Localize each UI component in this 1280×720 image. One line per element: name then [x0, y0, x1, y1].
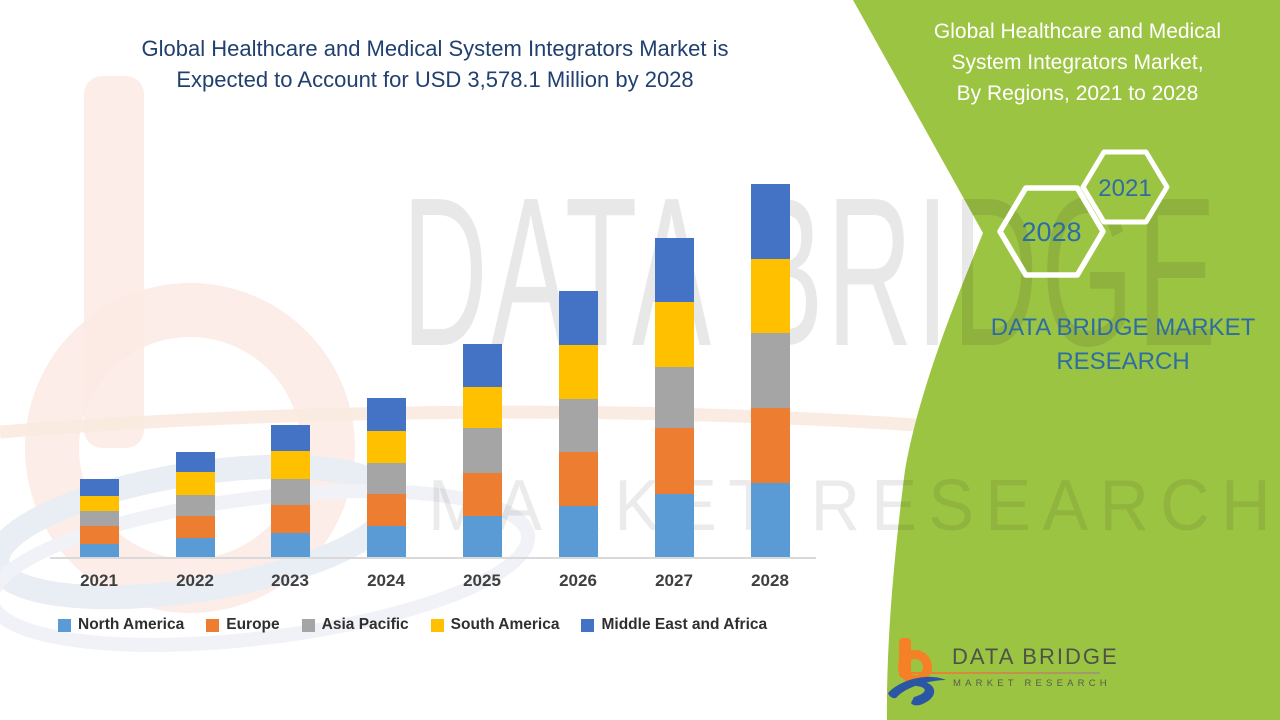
hexagon-2021-label: 2021 — [1098, 175, 1151, 202]
legend-swatch-asia-pacific — [301, 618, 315, 632]
panel-brand-line2: RESEARCH — [1056, 348, 1190, 375]
chart-headline: Global Healthcare and Medical System Int… — [40, 33, 830, 95]
bar-segment-2023-middle-east-and-africa — [270, 424, 310, 451]
data-bridge-logo-icon — [888, 638, 946, 706]
bar-segment-2022-europe — [175, 516, 215, 539]
bar-segment-2027-asia-pacific — [654, 367, 694, 429]
year-hexagons: 2028 2021 — [997, 149, 1170, 278]
x-axis-label-2026: 2026 — [559, 571, 597, 590]
legend-label-europe: Europe — [226, 616, 280, 633]
bar-segment-2025-europe — [462, 472, 502, 516]
panel-brand-line1: DATA BRIDGE MARKET — [990, 314, 1256, 341]
bar-segment-2021-north-america — [79, 544, 119, 558]
bar-segment-2022-south-america — [175, 472, 215, 496]
bar-segment-2027-south-america — [654, 302, 694, 368]
bar-segment-2025-asia-pacific — [462, 427, 502, 474]
x-axis-label-2022: 2022 — [176, 571, 214, 590]
legend-item-europe: Europe — [206, 616, 280, 634]
panel-title-line3: By Regions, 2021 to 2028 — [956, 82, 1199, 105]
legend-swatch-middle-east-and-africa — [581, 618, 595, 632]
bar-segment-2028-europe — [750, 407, 790, 483]
bar-segment-2021-south-america — [79, 496, 119, 512]
bar-segment-2021-asia-pacific — [79, 511, 119, 527]
bar-segment-2028-middle-east-and-africa — [750, 183, 790, 259]
hexagon-2028 — [997, 185, 1106, 278]
legend-swatch-south-america — [430, 618, 444, 632]
legend-item-south-america: South America — [430, 616, 560, 634]
bar-segment-2024-asia-pacific — [366, 463, 406, 495]
bar-segment-2027-europe — [654, 428, 694, 495]
bar-segment-2022-middle-east-and-africa — [175, 452, 215, 473]
bar-segment-2027-north-america — [654, 494, 694, 558]
logo-wordmark: DATA BRIDGE — [952, 644, 1119, 669]
bar-segment-2023-north-america — [270, 532, 310, 558]
bar-segment-2026-middle-east-and-africa — [558, 291, 598, 346]
panel-brand-text: DATA BRIDGE MARKET RESEARCH — [988, 311, 1258, 379]
legend-label-south-america: South America — [450, 616, 560, 633]
bar-segment-2024-north-america — [366, 526, 406, 558]
bar-segment-2028-asia-pacific — [750, 332, 790, 408]
bar-segment-2026-asia-pacific — [558, 398, 598, 453]
chart-legend: North America Europe Asia Pacific South Ame… — [58, 616, 767, 634]
legend-swatch-europe — [206, 618, 220, 632]
legend-label-middle-east-and-africa: Middle East and Africa — [601, 616, 768, 633]
legend-item-middle-east-and-africa: Middle East and Africa — [581, 616, 767, 634]
bar-segment-2021-middle-east-and-africa — [79, 479, 119, 497]
bar-segment-2026-north-america — [558, 505, 598, 558]
x-axis-label-2021: 2021 — [80, 571, 118, 590]
legend-swatch-north-america — [58, 618, 71, 632]
bar-segment-2028-north-america — [750, 483, 790, 558]
x-axis-label-2027: 2027 — [655, 571, 693, 590]
bar-segment-2025-middle-east-and-africa — [462, 344, 502, 387]
logo-tagline: MARKET RESEARCH — [953, 678, 1111, 689]
bar-segment-2024-middle-east-and-africa — [366, 397, 406, 432]
bar-segment-2023-asia-pacific — [270, 479, 310, 506]
bar-segment-2026-south-america — [558, 345, 598, 399]
bar-segment-2025-south-america — [462, 386, 502, 428]
bar-segment-2021-europe — [79, 526, 119, 544]
panel-title-line1: Global Healthcare and Medical — [933, 20, 1222, 43]
bar-segment-2024-south-america — [366, 431, 406, 463]
legend-label-north-america: North America — [78, 616, 185, 633]
chart-headline-line1: Global Healthcare and Medical System Int… — [141, 36, 729, 61]
x-axis-label-2023: 2023 — [271, 571, 309, 590]
x-axis-label-2024: 2024 — [367, 571, 405, 590]
legend-item-north-america: North America — [58, 616, 184, 634]
hexagon-2028-label: 2028 — [1021, 217, 1081, 247]
bar-segment-2023-south-america — [270, 450, 310, 479]
hexagon-2021 — [1080, 149, 1170, 225]
panel-title-line2: System Integrators Market, — [951, 51, 1204, 74]
bar-segment-2026-europe — [558, 452, 598, 506]
bar-segment-2022-north-america — [175, 538, 215, 558]
legend-label-asia-pacific: Asia Pacific — [321, 616, 409, 633]
x-axis-label-2025: 2025 — [463, 571, 501, 590]
bar-segment-2023-europe — [270, 505, 310, 533]
x-axis-line — [50, 557, 816, 559]
bar-segment-2027-middle-east-and-africa — [654, 238, 694, 303]
legend-item-asia-pacific: Asia Pacific — [301, 616, 409, 634]
bar-segment-2024-europe — [366, 494, 406, 527]
bar-segment-2022-asia-pacific — [175, 495, 215, 517]
panel-title: Global Healthcare and Medical System Int… — [880, 16, 1275, 109]
x-axis-label-2028: 2028 — [751, 571, 789, 590]
bar-segment-2028-south-america — [750, 258, 790, 333]
bar-segment-2025-north-america — [462, 516, 502, 558]
logo-underline — [905, 672, 1100, 674]
chart-headline-line2: Expected to Account for USD 3,578.1 Mill… — [176, 67, 694, 92]
